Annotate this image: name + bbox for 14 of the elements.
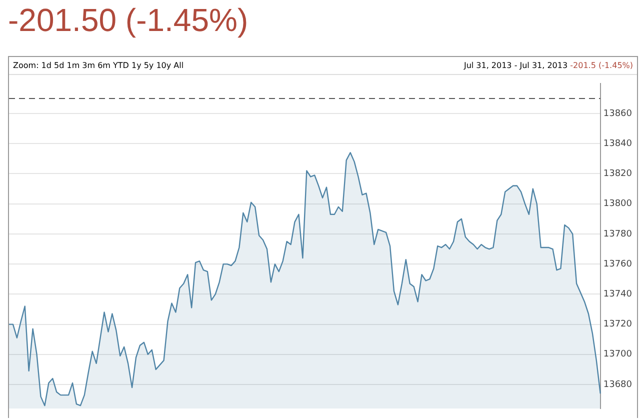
y-tick-label: 13680 — [603, 380, 632, 390]
chart-title: -201.50 (-1.45%) — [7, 1, 250, 40]
y-tick-label: 13840 — [603, 138, 632, 149]
y-tick-label: 13820 — [603, 169, 632, 180]
text: -201.5 (-1.45%) — [570, 61, 633, 70]
y-tick-label: 13800 — [603, 199, 632, 210]
y-tick-label: 13720 — [603, 320, 632, 330]
y-tick-label: 13780 — [603, 229, 632, 240]
y-tick-label: 13860 — [603, 108, 632, 119]
y-tick-label: 13740 — [603, 290, 632, 300]
text: Jul 31, 2013 - Jul 31, 2013 — [464, 61, 568, 70]
text: Zoom: 1d 5d 1m 3m 6m YTD 1y 5y 10y All — [13, 61, 184, 70]
y-tick-label: 13760 — [603, 259, 632, 270]
y-tick-label: 13700 — [603, 350, 632, 360]
